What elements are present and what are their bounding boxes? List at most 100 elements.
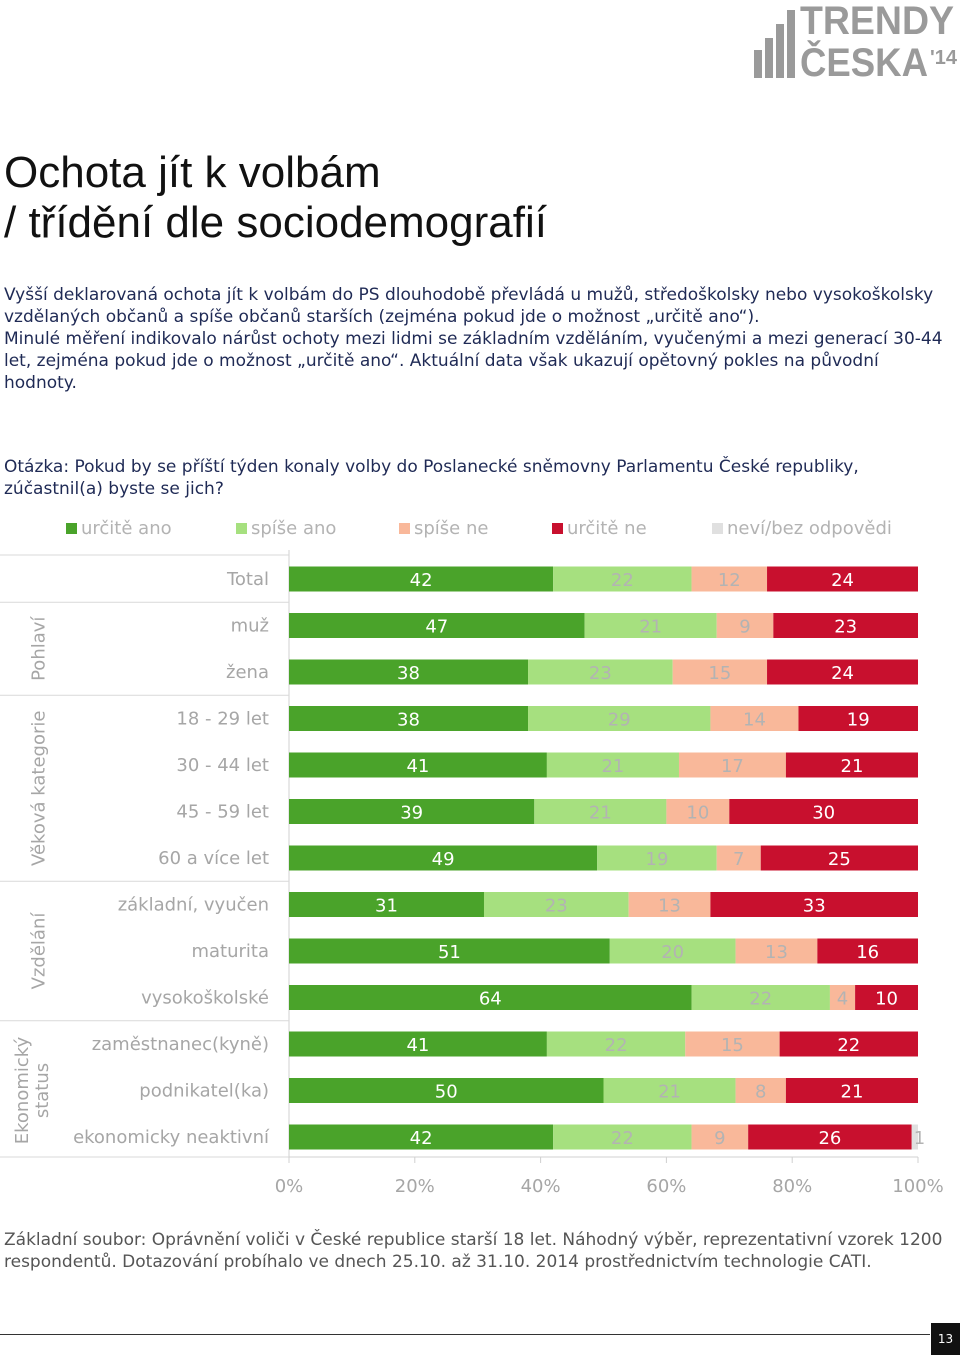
- page-title: Ochota jít k volbám / třídění dle sociod…: [4, 148, 547, 248]
- bar-segment: [289, 1031, 547, 1057]
- bar-segment: [798, 706, 918, 731]
- x-tick-label: 80%: [772, 1176, 812, 1197]
- bar-segment: [528, 706, 711, 731]
- bar-segment: [911, 1124, 918, 1150]
- legend-label: určitě ne: [567, 517, 647, 539]
- data-label: 29: [608, 710, 631, 731]
- bar-segment: [289, 752, 547, 778]
- bar-segment: [716, 613, 774, 638]
- legend-item: spíše ano: [236, 516, 399, 540]
- data-label: 23: [589, 663, 612, 684]
- data-label: 51: [438, 942, 461, 963]
- data-label: 13: [658, 896, 681, 917]
- data-label: 50: [435, 1082, 458, 1103]
- logo-line2: ČESKA: [800, 39, 928, 80]
- bar-segment: [767, 659, 918, 685]
- legend-swatch: [399, 522, 410, 534]
- bar-segment: [691, 566, 768, 592]
- data-label: 15: [708, 663, 731, 684]
- bar-segment: [716, 845, 761, 871]
- data-label: 42: [410, 1128, 433, 1149]
- data-label: 1: [914, 1128, 925, 1149]
- bar-segment: [760, 845, 918, 871]
- bar-segment: [785, 752, 918, 778]
- data-label: 26: [818, 1128, 841, 1149]
- data-label: 12: [718, 570, 741, 591]
- data-label: 21: [841, 1082, 864, 1103]
- bar-segment: [628, 892, 711, 917]
- data-label: 47: [425, 617, 448, 638]
- data-label: 19: [847, 710, 870, 731]
- bar-segment: [779, 1031, 918, 1057]
- logo-year: '14: [930, 47, 957, 69]
- category-label: podnikatel(ka): [139, 1081, 269, 1102]
- bar-segment: [685, 1031, 780, 1057]
- bar-segment: [773, 613, 918, 638]
- data-label: 10: [875, 989, 898, 1010]
- legend-swatch: [712, 522, 723, 534]
- data-label: 21: [841, 756, 864, 777]
- legend-item: určitě ano: [66, 516, 236, 540]
- bar-segment: [729, 799, 918, 824]
- legend-item: spíše ne: [399, 516, 552, 540]
- data-label: 24: [831, 570, 854, 591]
- legend-item: určitě ne: [552, 516, 712, 540]
- group-label-line: status: [32, 1063, 53, 1118]
- bar-segment: [289, 1124, 554, 1150]
- x-tick-label: 20%: [395, 1176, 435, 1197]
- bar-segment: [546, 1031, 686, 1057]
- bar-segment: [710, 892, 918, 917]
- bar-segment: [289, 892, 484, 917]
- data-label: 10: [686, 803, 709, 824]
- bar-segment: [289, 845, 598, 871]
- bar-segment: [829, 985, 856, 1010]
- data-label: 41: [406, 756, 429, 777]
- category-label: muž: [231, 616, 269, 637]
- data-label: 4: [837, 989, 848, 1010]
- data-label: 42: [410, 570, 433, 591]
- category-label: 30 - 44 let: [176, 755, 269, 776]
- data-label: 22: [837, 1035, 860, 1056]
- bar-segment: [735, 1078, 786, 1103]
- bar-segment: [289, 985, 692, 1010]
- base-note: Základní soubor: Oprávnění voliči v Česk…: [4, 1230, 943, 1272]
- data-label: 19: [646, 849, 669, 870]
- bar-segment: [289, 706, 529, 731]
- bar-segment: [546, 752, 679, 778]
- group-label: Pohlaví: [28, 616, 49, 681]
- data-label: 39: [400, 803, 423, 824]
- bar-segment: [710, 706, 799, 731]
- group-label-line: Věková kategorie: [28, 711, 49, 866]
- bar-segment: [597, 845, 717, 871]
- legend-label: spíše ne: [414, 517, 489, 539]
- bar-segment: [528, 659, 673, 685]
- data-label: 22: [605, 1035, 628, 1056]
- data-label: 16: [856, 942, 879, 963]
- legend-label: neví/bez odpovědi: [727, 517, 892, 539]
- bar-segment: [289, 613, 585, 638]
- data-label: 8: [755, 1082, 766, 1103]
- data-label: 9: [714, 1128, 725, 1149]
- category-label: maturita: [191, 941, 269, 962]
- logo-line1: TRENDY: [800, 0, 954, 43]
- data-label: 64: [479, 989, 502, 1010]
- bar-segment: [289, 659, 529, 685]
- bar-segment: [666, 799, 730, 824]
- data-label: 22: [611, 1128, 634, 1149]
- data-label: 21: [658, 1082, 681, 1103]
- group-label-line: Pohlaví: [28, 616, 49, 681]
- page-number: 13: [931, 1323, 960, 1355]
- data-label: 20: [661, 942, 684, 963]
- legend-swatch: [236, 522, 247, 534]
- legend-swatch: [552, 522, 563, 534]
- group-label: Vzdělání: [28, 912, 49, 990]
- category-label: 60 a více let: [158, 848, 269, 869]
- data-label: 38: [397, 710, 420, 731]
- category-label: vysokoškolské: [141, 988, 269, 1009]
- data-label: 21: [601, 756, 624, 777]
- data-label: 13: [765, 942, 788, 963]
- intro-text: Vyšší deklarovaná ochota jít k volbám do…: [4, 284, 954, 394]
- intro-paragraph-1: Vyšší deklarovaná ochota jít k volbám do…: [4, 285, 934, 327]
- data-label: 17: [721, 756, 744, 777]
- group-label-line: Ekonomický: [12, 1036, 33, 1144]
